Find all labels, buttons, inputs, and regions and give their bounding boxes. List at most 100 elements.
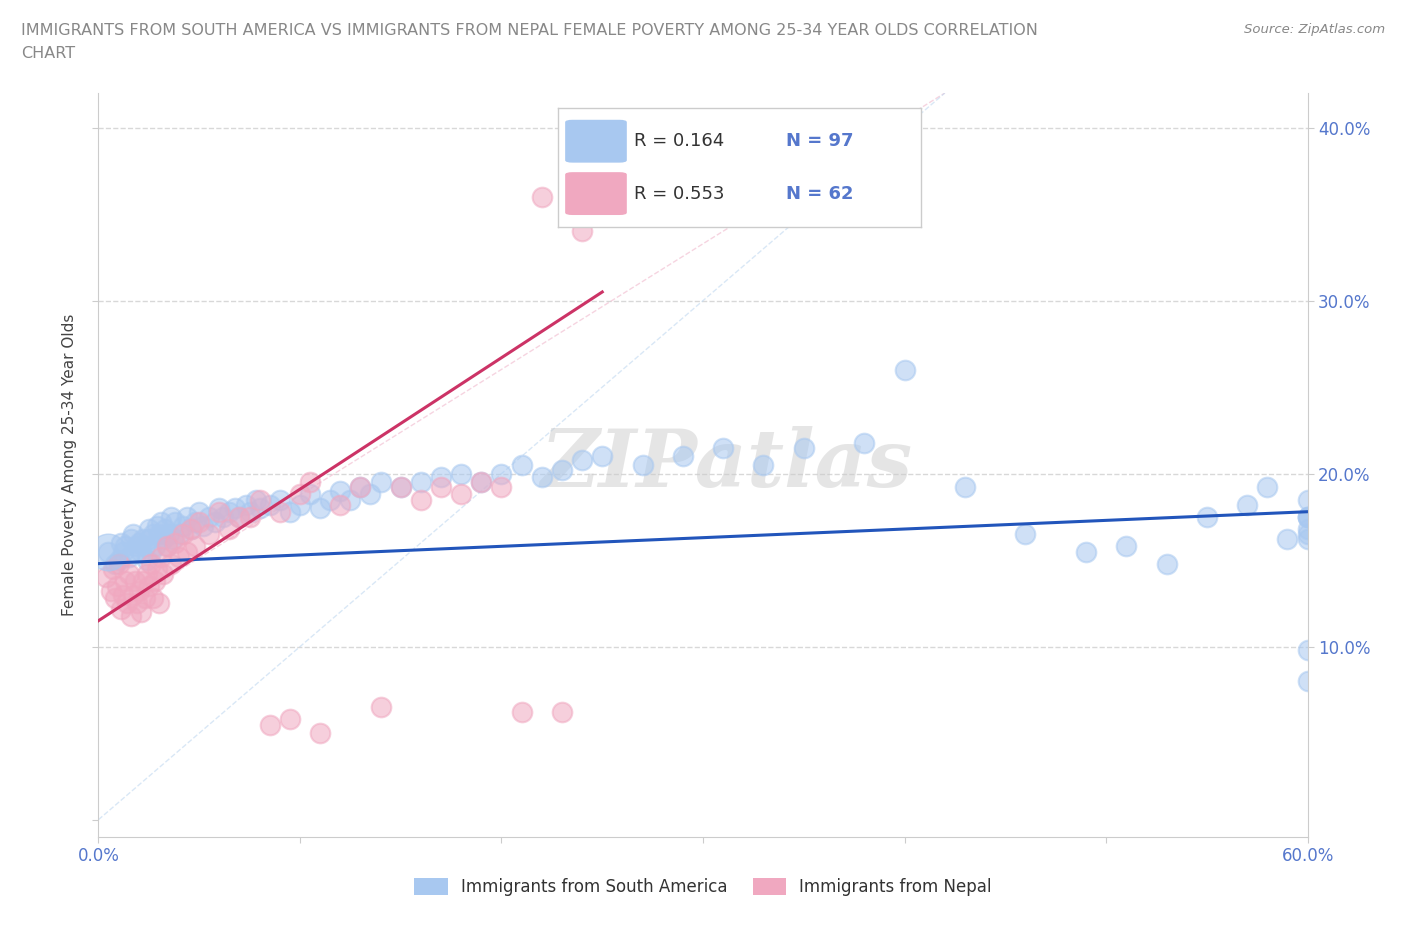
Point bbox=[329, 498, 352, 512]
Point bbox=[329, 484, 352, 498]
Point bbox=[319, 492, 342, 507]
Point bbox=[111, 588, 134, 603]
Point bbox=[530, 190, 553, 205]
Point bbox=[121, 588, 143, 603]
Point bbox=[138, 522, 160, 537]
Text: IMMIGRANTS FROM SOUTH AMERICA VS IMMIGRANTS FROM NEPAL FEMALE POVERTY AMONG 25-3: IMMIGRANTS FROM SOUTH AMERICA VS IMMIGRA… bbox=[21, 23, 1038, 38]
Point bbox=[193, 518, 215, 533]
Point bbox=[180, 522, 202, 537]
Point bbox=[129, 604, 152, 619]
Point bbox=[491, 480, 513, 495]
Point bbox=[339, 492, 361, 507]
Point bbox=[172, 526, 194, 541]
Point bbox=[114, 538, 136, 553]
Point bbox=[288, 487, 311, 502]
Point bbox=[97, 544, 120, 559]
Point bbox=[349, 480, 371, 495]
Point bbox=[184, 514, 207, 529]
Point bbox=[228, 510, 250, 525]
Point bbox=[149, 550, 172, 565]
Point bbox=[100, 584, 122, 599]
Point bbox=[212, 510, 235, 525]
Point bbox=[470, 475, 492, 490]
Point bbox=[389, 480, 412, 495]
Point bbox=[198, 510, 221, 525]
Point bbox=[118, 550, 141, 565]
Point bbox=[184, 538, 207, 553]
Point bbox=[1296, 492, 1319, 507]
Point bbox=[129, 544, 152, 559]
Point bbox=[591, 449, 613, 464]
Point bbox=[1277, 532, 1299, 547]
Point bbox=[148, 596, 170, 611]
Point bbox=[349, 480, 371, 495]
Point bbox=[172, 518, 194, 533]
Point bbox=[120, 608, 142, 623]
Point bbox=[1296, 522, 1319, 537]
Point bbox=[188, 504, 211, 519]
Point bbox=[146, 562, 169, 577]
Point bbox=[156, 538, 179, 553]
Point bbox=[752, 458, 775, 472]
Point bbox=[128, 584, 150, 599]
Point bbox=[288, 498, 311, 512]
Point bbox=[152, 532, 174, 547]
Point bbox=[430, 480, 453, 495]
Point bbox=[409, 475, 432, 490]
Point bbox=[278, 711, 301, 726]
Point bbox=[120, 532, 142, 547]
Legend: Immigrants from South America, Immigrants from Nepal: Immigrants from South America, Immigrant… bbox=[408, 871, 998, 903]
Point bbox=[162, 532, 184, 547]
Point bbox=[450, 487, 472, 502]
Point bbox=[1074, 544, 1097, 559]
Point bbox=[128, 536, 150, 551]
Point bbox=[146, 518, 169, 533]
Text: CHART: CHART bbox=[21, 46, 75, 61]
Point bbox=[107, 552, 129, 567]
Point bbox=[125, 596, 148, 611]
Point bbox=[135, 552, 157, 567]
Point bbox=[118, 566, 141, 581]
Point bbox=[299, 487, 322, 502]
Point bbox=[134, 538, 156, 553]
Point bbox=[115, 596, 138, 611]
Point bbox=[132, 532, 155, 547]
Point bbox=[132, 574, 155, 589]
Point bbox=[672, 449, 695, 464]
Point bbox=[148, 526, 170, 541]
Point bbox=[142, 526, 165, 541]
Point bbox=[153, 522, 176, 537]
Point bbox=[204, 514, 226, 529]
Point bbox=[97, 544, 120, 559]
Point bbox=[370, 699, 392, 714]
Text: ZIPatlas: ZIPatlas bbox=[541, 426, 914, 504]
Point bbox=[239, 504, 262, 519]
Point bbox=[114, 574, 136, 589]
Point bbox=[180, 522, 202, 537]
Point bbox=[551, 705, 574, 720]
Point bbox=[124, 544, 146, 559]
Point bbox=[107, 556, 129, 571]
Point bbox=[1296, 526, 1319, 541]
Y-axis label: Female Poverty Among 25-34 Year Olds: Female Poverty Among 25-34 Year Olds bbox=[62, 313, 77, 617]
Point bbox=[711, 440, 734, 455]
Point bbox=[510, 458, 533, 472]
Point bbox=[245, 492, 267, 507]
Point bbox=[1296, 532, 1319, 547]
Point bbox=[121, 526, 143, 541]
Point bbox=[249, 492, 271, 507]
Point bbox=[953, 480, 976, 495]
Point bbox=[156, 538, 179, 553]
Point bbox=[259, 498, 281, 512]
Point bbox=[135, 566, 157, 581]
Point bbox=[309, 501, 332, 516]
Point bbox=[124, 574, 146, 589]
Point bbox=[176, 544, 198, 559]
Point bbox=[269, 504, 291, 519]
Point bbox=[1296, 510, 1319, 525]
Point bbox=[1156, 556, 1178, 571]
Point bbox=[218, 504, 240, 519]
Point bbox=[1236, 498, 1258, 512]
Point bbox=[134, 591, 156, 605]
Point bbox=[110, 536, 132, 551]
